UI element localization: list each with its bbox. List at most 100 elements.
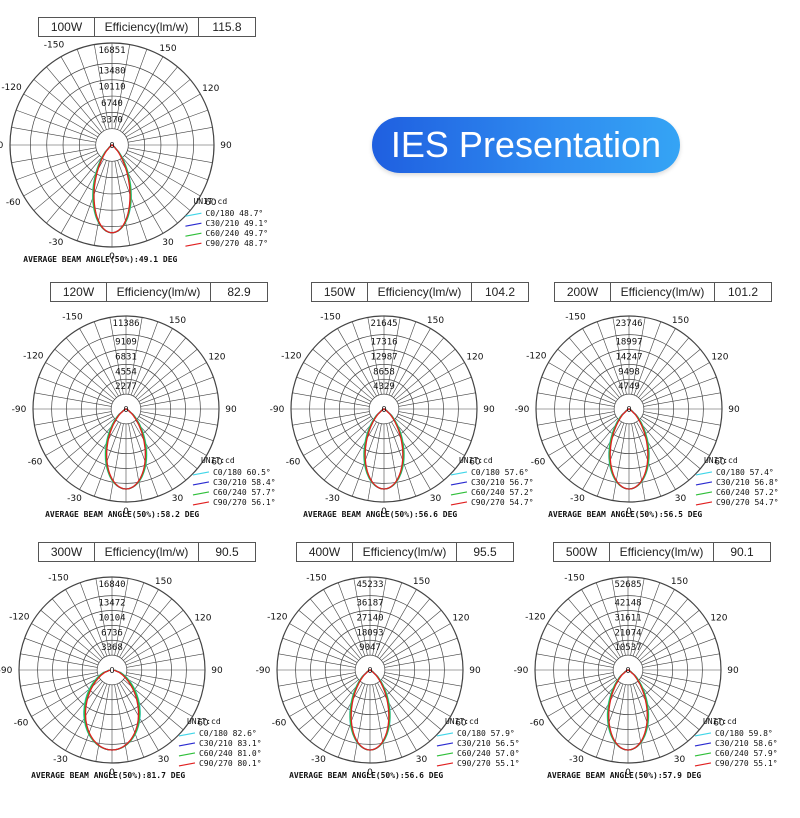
ring-gridline — [96, 654, 128, 686]
angle-label: -90 — [270, 405, 285, 415]
legend-entry: C30/210 56.5° — [457, 739, 520, 748]
radial-gridline — [640, 418, 701, 470]
legend-entry: C60/240 57.7° — [213, 488, 276, 497]
angle-label: 30 — [416, 755, 428, 765]
ring-gridline — [37, 595, 187, 745]
ring-gridline — [354, 654, 386, 686]
radial-gridline — [642, 413, 717, 442]
ring-gridline — [569, 349, 689, 469]
ring-gridline — [310, 610, 430, 730]
radial-gridline — [95, 578, 110, 656]
radial-gridline — [556, 609, 617, 661]
radial-gridline — [381, 679, 442, 731]
ring-gridline — [276, 576, 464, 764]
legend-entry: C30/210 58.6° — [715, 739, 778, 748]
angle-label: 150 — [413, 577, 430, 587]
radial-gridline — [11, 126, 96, 143]
chart-header: 300W Efficiency(lm/w) 90.5 — [38, 542, 256, 562]
ring-gridline — [30, 63, 194, 227]
angle-label: 30 — [674, 755, 686, 765]
angle-label: 90 — [727, 666, 739, 676]
legend-swatch — [436, 742, 454, 747]
angle-label: -60 — [6, 198, 21, 208]
radial-gridline — [631, 423, 646, 501]
unit-label: UNIT:cd — [201, 456, 235, 465]
radial-gridline — [34, 392, 112, 407]
radial-gridline — [556, 679, 617, 731]
ring-value-label: 11386 — [112, 319, 139, 329]
radial-gridline — [303, 416, 372, 456]
radial-gridline — [374, 582, 403, 657]
legend-swatch — [436, 752, 454, 757]
radial-gridline — [298, 609, 359, 661]
radial-gridline — [124, 155, 191, 211]
radial-gridline — [397, 376, 472, 405]
unit-label: UNIT:cd — [193, 197, 227, 206]
radial-gridline — [135, 337, 187, 398]
power-label: 100W — [39, 18, 95, 36]
angle-label: -120 — [1, 83, 22, 93]
ring-gridline — [79, 112, 145, 178]
legend-swatch — [185, 232, 202, 237]
ring-value-label: 17316 — [370, 338, 397, 348]
angle-label: 120 — [208, 353, 225, 363]
radial-gridline — [379, 681, 431, 742]
ring-gridline — [290, 315, 478, 503]
radial-gridline — [124, 623, 193, 663]
ring-gridline — [81, 364, 171, 454]
ring-gridline — [583, 625, 673, 715]
ring-value-label: 3370 — [101, 115, 123, 125]
radial-gridline — [137, 348, 198, 400]
angle-label: 30 — [430, 494, 442, 504]
radial-gridline — [396, 362, 465, 402]
radial-gridline — [377, 682, 417, 751]
radial-gridline — [46, 66, 102, 133]
legend-entry: C0/180 48.7° — [205, 209, 263, 218]
angle-label: 0 — [626, 507, 632, 517]
angle-label: -150 — [565, 312, 586, 322]
ring-gridline — [18, 576, 206, 764]
legend-entry: C60/240 57.0° — [457, 749, 520, 758]
ring-value-label: 16851 — [98, 46, 125, 56]
radial-gridline — [119, 56, 164, 132]
radial-gridline — [323, 589, 363, 658]
angle-label: 90 — [728, 405, 740, 415]
radial-gridline — [638, 420, 690, 481]
radial-gridline — [635, 589, 675, 658]
radial-gridline — [636, 421, 676, 490]
ring-value-label: 6831 — [115, 352, 137, 362]
radial-gridline — [128, 147, 213, 164]
ring-value-label: 9109 — [115, 338, 137, 348]
radial-gridline — [641, 637, 716, 666]
intensity-curve-C90/270 — [106, 408, 146, 490]
average-beam-angle-label: AVERAGE BEAM ANGLE(50%):58.2 DEG — [45, 510, 199, 519]
radial-gridline — [637, 598, 689, 659]
radial-gridline — [548, 416, 617, 456]
radial-gridline — [298, 679, 359, 731]
angle-label: 60 — [469, 458, 481, 468]
radial-gridline — [130, 321, 159, 396]
radial-gridline — [114, 44, 131, 129]
ring-gridline — [309, 334, 459, 484]
efficiency-value: 104.2 — [484, 285, 516, 299]
radial-gridline — [540, 674, 615, 703]
radial-gridline — [540, 637, 615, 666]
radial-gridline — [557, 348, 618, 400]
legend-entry: C90/270 48.7° — [205, 239, 268, 248]
ring-gridline — [32, 315, 220, 503]
radial-gridline — [76, 49, 107, 130]
radial-gridline — [386, 423, 401, 501]
ring-gridline — [325, 625, 415, 715]
legend-swatch — [192, 491, 210, 496]
radial-gridline — [139, 413, 214, 442]
legend-swatch — [450, 481, 468, 486]
angle-label: 60 — [205, 198, 217, 208]
radial-gridline — [76, 160, 107, 241]
radial-gridline — [595, 582, 624, 657]
ring-gridline — [110, 393, 142, 425]
radial-gridline — [567, 681, 619, 742]
angle-label: -120 — [267, 613, 288, 623]
radial-gridline — [641, 674, 716, 703]
